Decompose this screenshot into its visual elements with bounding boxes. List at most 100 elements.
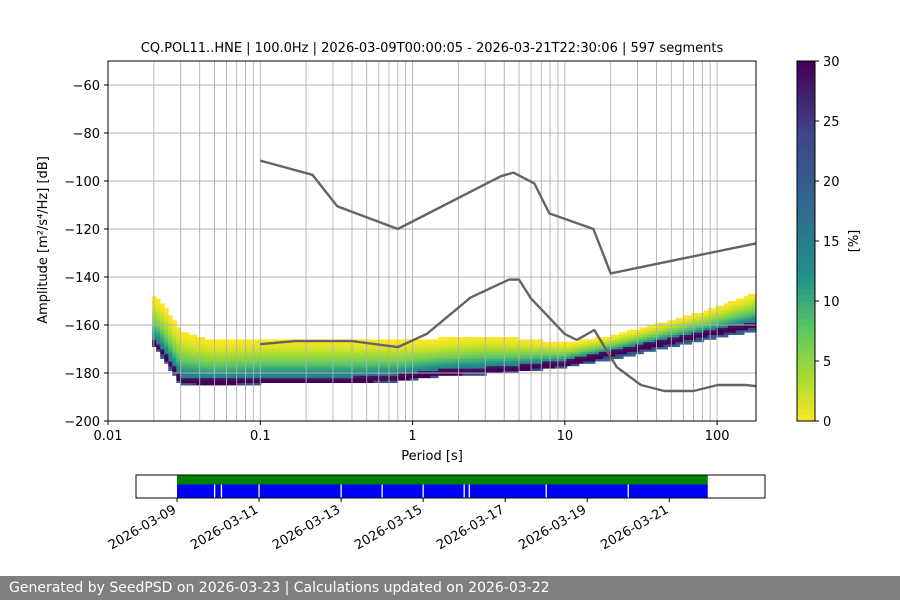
psd-cell <box>260 361 266 364</box>
psd-cell <box>739 317 745 321</box>
psd-cell <box>446 358 451 362</box>
psd-cell <box>341 341 346 345</box>
psd-cell <box>639 341 644 345</box>
psd-cell <box>490 356 495 359</box>
psd-cell <box>184 334 189 338</box>
psd-cell <box>248 339 254 343</box>
psd-cell <box>735 327 741 331</box>
psd-cell <box>417 365 423 369</box>
psd-cell <box>433 365 439 369</box>
psd-cell <box>216 382 222 386</box>
psd-cell <box>285 344 290 347</box>
psd-cell <box>417 368 423 371</box>
psd-cell <box>156 301 161 304</box>
psd-cell <box>687 334 693 338</box>
psd-cell <box>313 356 318 359</box>
psd-cell <box>385 358 391 362</box>
psd-cell <box>751 327 757 331</box>
colorbar-segment <box>797 235 815 242</box>
psd-cell <box>280 373 286 376</box>
psd-cell <box>325 344 330 347</box>
psd-cell <box>377 370 383 374</box>
psd-cell <box>365 380 371 383</box>
psd-cell <box>675 325 681 328</box>
psd-cell <box>305 363 310 367</box>
psd-cell <box>256 344 262 347</box>
psd-cell <box>293 358 298 362</box>
psd-cell <box>280 365 286 369</box>
psd-cell <box>325 358 330 362</box>
psd-cell <box>433 346 439 350</box>
psd-cell <box>679 327 685 331</box>
psd-cell <box>353 344 358 347</box>
psd-cell <box>252 358 258 362</box>
psd-cell <box>248 370 254 374</box>
psd-cell <box>180 377 185 381</box>
psd-cell <box>268 363 274 367</box>
psd-cell <box>317 353 322 357</box>
psd-cell <box>526 365 532 369</box>
psd-cell <box>232 375 238 379</box>
psd-cell <box>647 329 652 333</box>
psd-cell <box>397 358 403 362</box>
psd-cell <box>301 356 306 359</box>
psd-cell <box>623 349 628 352</box>
psd-cell <box>458 365 463 369</box>
psd-cell <box>377 346 383 350</box>
psd-cell <box>184 361 189 364</box>
psd-cell <box>180 365 185 369</box>
psd-cell <box>188 375 193 379</box>
psd-cell <box>337 370 342 374</box>
psd-cell <box>365 373 371 376</box>
psd-cell <box>337 365 342 369</box>
colorbar-segment <box>797 187 815 194</box>
psd-cell <box>236 373 242 376</box>
psd-cell <box>498 346 503 350</box>
psd-cell <box>405 361 411 364</box>
psd-cell <box>365 377 371 381</box>
psd-cell <box>168 365 173 369</box>
psd-cell <box>208 351 214 355</box>
psd-cell <box>369 368 375 371</box>
psd-cell <box>156 327 161 331</box>
psd-cell <box>204 377 210 381</box>
colorbar-segment <box>797 115 815 122</box>
psd-cell <box>735 308 741 311</box>
psd-cell <box>466 363 471 367</box>
colorbar-segment <box>797 199 815 206</box>
psd-cell <box>377 373 383 376</box>
psd-cell <box>389 353 395 357</box>
psd-cell <box>268 375 274 379</box>
psd-cell <box>607 358 612 362</box>
psd-cell <box>599 337 604 340</box>
psd-cell <box>268 373 274 376</box>
psd-cell <box>659 339 664 343</box>
psd-cell <box>204 373 210 376</box>
psd-cell <box>683 325 689 328</box>
psd-cell <box>321 377 326 381</box>
psd-cell <box>454 358 459 362</box>
psd-cell <box>373 351 379 355</box>
psd-cell <box>172 341 177 345</box>
psd-cell <box>192 339 197 343</box>
psd-cell <box>482 365 487 369</box>
psd-cell <box>289 368 294 371</box>
psd-cell <box>578 353 584 357</box>
psd-cell <box>216 363 222 367</box>
psd-cell <box>518 344 524 347</box>
psd-cell <box>417 358 423 362</box>
psd-cell <box>285 370 290 374</box>
psd-cell <box>651 329 656 333</box>
colorbar-segment <box>797 193 815 200</box>
psd-cell <box>369 373 375 376</box>
psd-cell <box>470 356 475 359</box>
grid <box>107 61 756 422</box>
psd-cell <box>643 334 648 338</box>
psd-cell <box>248 363 254 367</box>
psd-cell <box>329 368 334 371</box>
psd-cell <box>180 356 185 359</box>
psd-cell <box>228 382 234 386</box>
psd-cell <box>546 361 552 364</box>
psd-cell <box>321 344 326 347</box>
psd-cell <box>297 344 302 347</box>
